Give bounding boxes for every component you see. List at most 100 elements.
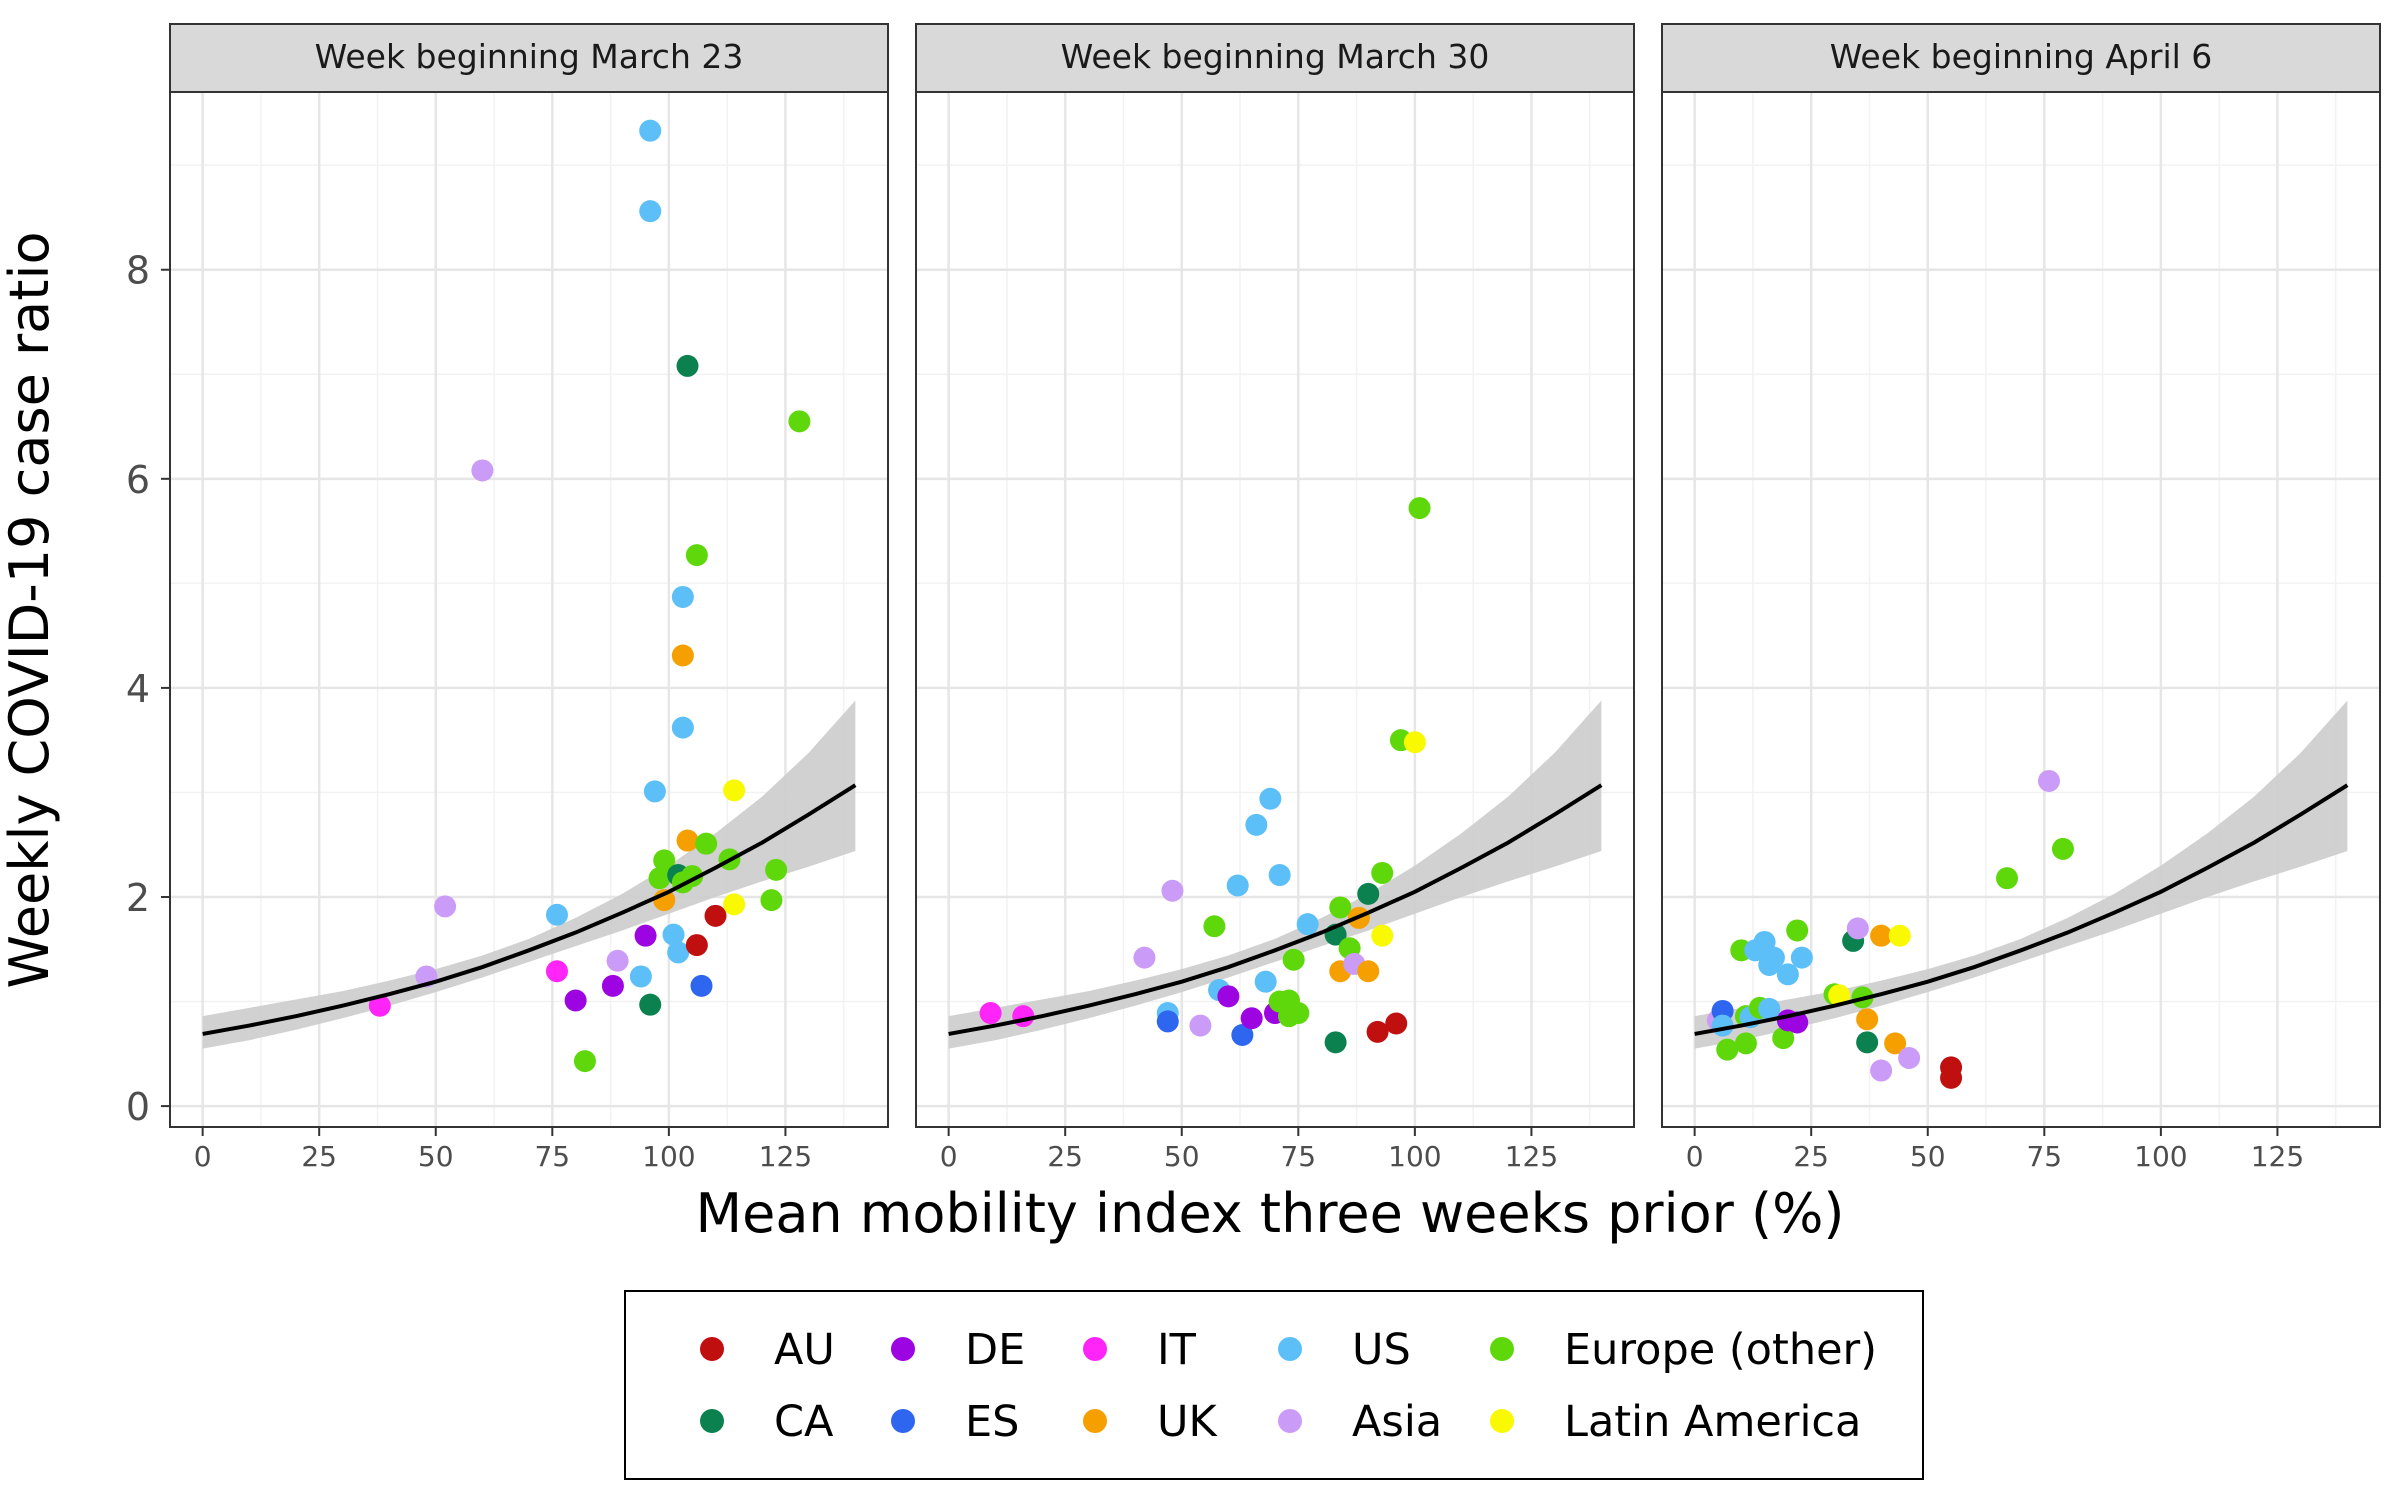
data-point	[368, 994, 391, 1017]
data-point	[1898, 1047, 1921, 1069]
data-point	[1231, 1024, 1254, 1046]
data-point	[601, 974, 624, 997]
data-point	[704, 904, 727, 927]
data-point	[1828, 984, 1851, 1007]
legend-item: Europe (other)	[1490, 1325, 1877, 1375]
data-point	[676, 829, 699, 852]
data-point	[639, 200, 662, 223]
x-tick-label: 25	[1047, 1140, 1083, 1173]
x-tick-label: 50	[1910, 1140, 1946, 1173]
data-point	[1776, 963, 1799, 986]
data-point	[1189, 1014, 1212, 1037]
legend-item: Asia	[1278, 1397, 1442, 1447]
data-point	[1762, 946, 1785, 969]
legend-label: IT	[1157, 1325, 1197, 1375]
legend-label: Latin America	[1564, 1397, 1861, 1447]
data-point	[1403, 731, 1426, 754]
legend-item: IT	[1083, 1325, 1197, 1375]
data-point	[690, 974, 713, 997]
legend-label: CA	[774, 1397, 834, 1447]
data-point	[1012, 1005, 1035, 1028]
data-point	[1161, 879, 1184, 902]
data-point	[723, 779, 746, 802]
x-tick-label: 25	[301, 1140, 337, 1173]
data-point	[1156, 1010, 1179, 1033]
data-point	[1259, 787, 1282, 810]
legend-swatch	[1083, 1409, 1107, 1433]
fit-line	[202, 783, 857, 1036]
legend-swatch	[891, 1409, 915, 1433]
legend-item: AU	[700, 1325, 835, 1375]
legend-item: UK	[1083, 1397, 1218, 1447]
legend-item: ES	[891, 1397, 1019, 1447]
x-tick-label: 0	[940, 1140, 958, 1173]
x-tick-label: 100	[2134, 1140, 2187, 1173]
data-point	[1240, 1007, 1263, 1030]
y-tick-label: 0	[126, 1085, 150, 1129]
data-point	[1133, 946, 1156, 969]
panel-border	[169, 91, 889, 1128]
panel-strip	[1661, 23, 2381, 93]
legend-swatch	[1278, 1409, 1302, 1433]
legend-label: DE	[965, 1325, 1025, 1375]
data-point	[760, 889, 783, 912]
y-tick-label: 8	[126, 249, 150, 293]
legend-item: Latin America	[1490, 1397, 1861, 1447]
x-tick-label: 0	[1686, 1140, 1704, 1173]
data-point	[1245, 813, 1268, 836]
data-point	[471, 459, 494, 482]
data-point	[1357, 882, 1380, 905]
data-point	[685, 934, 708, 957]
data-point	[1884, 1032, 1907, 1055]
data-point	[1758, 997, 1781, 1020]
data-point	[629, 965, 652, 988]
legend-swatch	[1083, 1337, 1107, 1361]
panel-background	[916, 92, 1634, 1127]
panel-title: Week beginning March 30	[1061, 37, 1490, 76]
x-tick-label: 75	[2026, 1140, 2062, 1173]
data-point	[1870, 924, 1893, 947]
data-point	[634, 924, 657, 947]
legend-swatch	[1490, 1409, 1514, 1433]
panel-border	[1661, 91, 2381, 1128]
legend-swatch	[891, 1337, 915, 1361]
x-tick-label: 50	[1164, 1140, 1200, 1173]
data-point	[1846, 917, 1869, 940]
legend: AU CA DE ES IT UK US Asia Europe (other) Latin Am…	[624, 1290, 1924, 1480]
data-point	[1329, 896, 1352, 919]
data-point	[1357, 960, 1380, 983]
panel-title: Week beginning April 6	[1830, 37, 2213, 76]
data-point	[1371, 861, 1394, 884]
x-tick-label: 75	[534, 1140, 570, 1173]
data-point	[1996, 867, 2019, 890]
data-point	[1296, 913, 1319, 936]
data-point	[1371, 924, 1394, 947]
x-tick-label: 25	[1793, 1140, 1829, 1173]
data-point	[1734, 1032, 1757, 1055]
data-point	[723, 893, 746, 916]
legend-item: CA	[700, 1397, 834, 1447]
data-point	[765, 858, 788, 881]
panel: Week beginning March 30 0 25 50 75 100 125	[915, 23, 1635, 1173]
data-point	[1287, 1002, 1310, 1025]
legend-label: US	[1352, 1325, 1411, 1375]
data-point	[979, 1002, 1002, 1025]
data-point	[671, 585, 694, 608]
data-point	[1940, 1066, 1963, 1089]
data-point	[1385, 1012, 1408, 1035]
legend-item: US	[1278, 1325, 1411, 1375]
legend-swatch	[700, 1409, 724, 1433]
y-axis-title: Weekly COVID-19 case ratio	[0, 232, 61, 989]
data-point	[788, 410, 811, 433]
data-point	[1856, 1008, 1879, 1031]
data-point	[1324, 1031, 1347, 1054]
legend-label: ES	[965, 1397, 1019, 1447]
legend-box	[624, 1290, 1924, 1480]
data-point	[1226, 874, 1249, 897]
data-point	[573, 1050, 596, 1073]
data-point	[671, 716, 694, 739]
data-point	[1888, 924, 1911, 947]
data-point	[648, 867, 671, 890]
legend-swatch	[700, 1337, 724, 1361]
